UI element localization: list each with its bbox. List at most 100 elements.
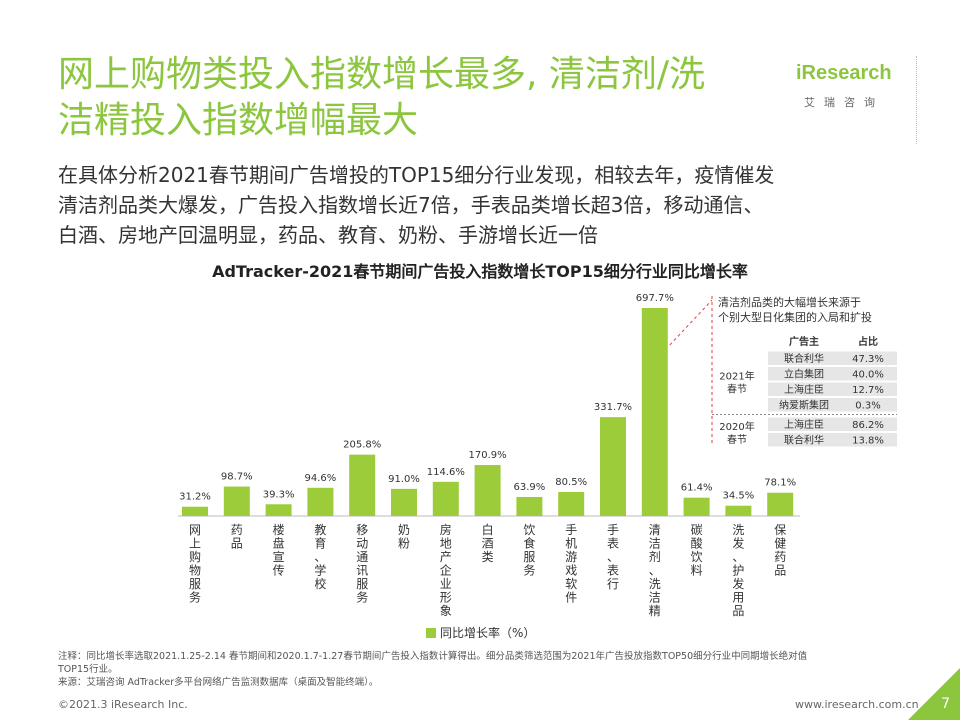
bar-value-label: 205.8% (343, 440, 381, 451)
bar-6 (391, 488, 417, 516)
footnote-line-2: TOP15行业。 (58, 664, 118, 675)
table-group-label: 春节 (727, 384, 747, 396)
footnote-line-1: 注释：同比增长率选取2021.1.25-2.14 春节期间和2020.1.7-1… (58, 651, 808, 662)
category-label-char: 服 (523, 550, 535, 564)
bar-8 (474, 465, 501, 516)
bar-value-label: 98.7% (221, 472, 253, 483)
bar-15 (767, 492, 794, 516)
category-label-char: 讯 (356, 564, 368, 578)
bar-value-label: 34.5% (723, 491, 755, 502)
legend-swatch (426, 628, 436, 638)
table-row-bg (768, 433, 897, 447)
category-label-char: 机 (565, 537, 577, 551)
copyright: ©2021.3 iResearch Inc. (58, 698, 188, 711)
summary-text: 在具体分析2021春节期间广告增投的TOP15细分行业发现，相较去年，疫情催发 … (58, 160, 928, 250)
bar-value-label: 94.6% (305, 473, 337, 484)
bar-13 (683, 497, 710, 516)
summary-line-3: 白酒、房地产回温明显，药品、教育、奶粉、手游增长近一倍 (58, 223, 598, 247)
category-label-char: 校 (314, 576, 326, 591)
table-row-bg (768, 367, 897, 381)
category-label-char: 育 (314, 536, 326, 551)
category-label-char: 饮 (691, 550, 703, 564)
bar-1 (182, 506, 208, 516)
category-label-char: 粉 (398, 537, 410, 551)
category-label-char: 、 (649, 564, 661, 578)
table-cell-share: 0.3% (855, 401, 880, 412)
category-label-char: 动 (356, 537, 368, 551)
category-label-char: 盘 (273, 536, 285, 551)
category-label-char: 发 (732, 536, 744, 551)
table-cell-advertiser: 联合利华 (784, 352, 824, 365)
category-label-char: 地 (440, 537, 452, 551)
annotation-text: 清洁剂品类的大幅增长来源于 (718, 295, 861, 309)
category-label-char: 洁 (649, 537, 661, 551)
bar-value-label: 78.1% (764, 478, 796, 489)
category-label-char: 食 (523, 536, 535, 551)
summary-line-1: 在具体分析2021春节期间广告增投的TOP15细分行业发现，相较去年，疫情催发 (58, 163, 775, 187)
category-label-char: 料 (691, 564, 703, 578)
bar-5 (349, 454, 376, 516)
table-group-label: 2021年 (719, 370, 754, 383)
title-line-1: 网上购物类投入指数增长最多, 清洁剂/洗 (58, 54, 706, 95)
category-label-char: 企 (440, 563, 452, 578)
table-header-share: 占比 (858, 335, 878, 348)
table-cell-share: 12.7% (852, 385, 884, 396)
category-label-char: 移 (356, 523, 368, 537)
category-label-char: 、 (732, 550, 744, 564)
bar-value-label: 697.7% (636, 293, 674, 304)
category-label-char: 服 (189, 577, 201, 591)
category-label-char: 饮 (523, 523, 535, 537)
website-link[interactable]: www.iresearch.com.cn (795, 698, 919, 711)
category-label-char: 宣 (273, 549, 285, 564)
page-number: 7 (941, 696, 950, 712)
bar-4 (307, 487, 334, 516)
table-cell-share: 13.8% (852, 436, 884, 447)
category-label-char: 保 (774, 523, 786, 537)
table-row-bg (768, 382, 897, 396)
category-label-char: 传 (273, 563, 285, 578)
table-cell-advertiser: 立白集团 (784, 368, 824, 381)
category-label-char: 洗 (732, 523, 744, 537)
bar-value-label: 61.4% (681, 483, 713, 494)
bar-value-label: 91.0% (388, 474, 420, 485)
bar-12 (641, 308, 668, 516)
logo-divider (916, 56, 918, 144)
table-cell-advertiser: 上海庄臣 (784, 383, 824, 396)
table-cell-share: 47.3% (852, 354, 884, 365)
category-label-char: 务 (523, 563, 535, 578)
category-label-char: 务 (356, 590, 368, 605)
bar-value-label: 331.7% (594, 402, 632, 413)
category-label-char: 精 (649, 604, 661, 618)
category-label-char: 剂 (649, 549, 661, 564)
category-label-char: 学 (314, 563, 326, 578)
table-row-bg (768, 417, 897, 431)
category-label-char: 品 (732, 604, 744, 618)
bar-value-label: 170.9% (469, 450, 507, 461)
category-label-char: 购 (189, 549, 201, 564)
category-label-char: 酒 (482, 537, 494, 551)
category-label-char: 用 (732, 591, 744, 605)
annotation-leader-line (669, 299, 713, 346)
category-label-char: 奶 (398, 523, 410, 537)
bar-3 (265, 504, 292, 516)
bar-7 (432, 481, 459, 516)
bar-10 (558, 492, 585, 516)
category-label-char: 碳 (691, 523, 703, 537)
logo-subtitle: 艾瑞咨询 (804, 96, 884, 109)
annotation-text: 个别大型日化集团的入局和扩投 (718, 310, 872, 324)
legend-label: 同比增长率（%） (440, 625, 535, 640)
table-group-label: 2020年 (719, 420, 754, 433)
category-label-char: 楼 (273, 522, 285, 537)
page-title: 网上购物类投入指数增长最多, 清洁剂/洗 洁精投入指数增幅最大 (58, 52, 778, 144)
bar-14 (725, 505, 752, 516)
bar-9 (516, 496, 543, 516)
category-label-char: 健 (774, 537, 786, 551)
category-label-char: 发 (732, 576, 744, 591)
table-group-label: 春节 (727, 434, 747, 446)
bar-2 (223, 486, 250, 516)
category-label-char: 表 (607, 564, 619, 578)
category-label-char: 象 (440, 604, 452, 618)
category-label-char: 手 (607, 523, 619, 537)
category-label-char: 房 (440, 522, 452, 537)
